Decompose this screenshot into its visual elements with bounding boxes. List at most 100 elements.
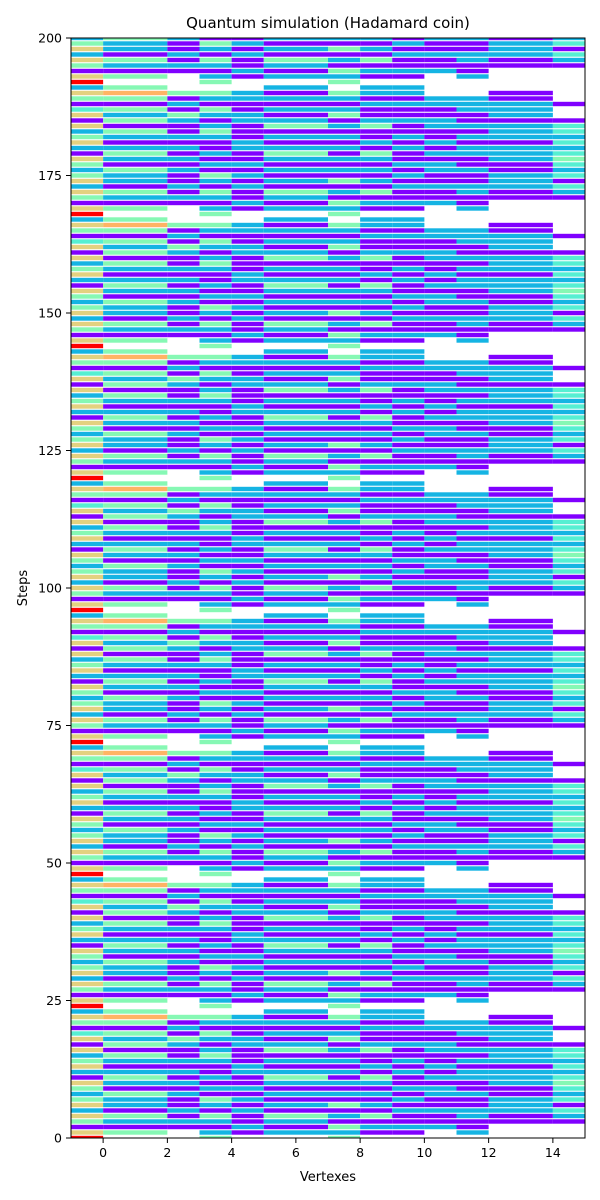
bar-segment	[328, 838, 361, 844]
bar-segment	[328, 701, 361, 706]
bar-segment	[488, 508, 553, 514]
bar-segment	[456, 1130, 489, 1135]
bar-segment	[263, 959, 328, 965]
bar-segment	[360, 486, 393, 492]
bar-segment	[71, 794, 104, 800]
bar-segment	[167, 893, 200, 899]
bar-segment	[263, 712, 328, 717]
bar-segment	[360, 151, 393, 156]
bar-segment	[392, 156, 425, 162]
bar-segment	[231, 728, 264, 734]
bar-segment	[392, 140, 425, 145]
bar-segment	[328, 959, 361, 965]
bar-segment	[71, 767, 104, 772]
bar-segment	[360, 525, 393, 530]
bar-segment	[328, 910, 361, 915]
bar-segment	[488, 41, 553, 46]
bar-segment	[424, 772, 457, 778]
bar-segment	[199, 107, 232, 112]
bar-segment	[456, 706, 489, 712]
bar-segment	[488, 1058, 553, 1064]
bar-segment	[103, 657, 168, 662]
bar-segment	[167, 1020, 200, 1025]
bar-segment	[103, 360, 168, 365]
bar-segment	[71, 459, 104, 464]
bar-segment	[424, 1053, 457, 1058]
bar-segment	[328, 585, 361, 591]
bar-segment	[392, 173, 425, 178]
bar-segment	[103, 459, 168, 464]
bar-segment	[488, 1119, 553, 1124]
bar-segment	[552, 1097, 585, 1102]
bar-segment	[231, 360, 264, 365]
bar-segment	[167, 844, 200, 849]
bar-segment	[263, 783, 328, 789]
bar-segment	[263, 910, 328, 915]
bar-segment	[71, 1042, 104, 1047]
bar-segment	[167, 959, 200, 965]
bar-segment	[167, 668, 200, 673]
bar-segment	[360, 717, 393, 723]
bar-segment	[199, 283, 232, 288]
bar-segment	[199, 233, 232, 239]
bar-segment	[263, 68, 328, 74]
bar-segment	[71, 805, 104, 811]
bar-segment	[199, 486, 232, 492]
bar-segment	[360, 1020, 393, 1025]
bar-segment	[263, 184, 328, 189]
bar-segment	[392, 591, 425, 596]
bar-segment	[456, 365, 489, 371]
bar-segment	[103, 107, 168, 112]
bar-segment	[199, 695, 232, 701]
bar-segment	[231, 57, 264, 63]
bar-segment	[328, 365, 361, 371]
bar-segment	[424, 492, 457, 497]
bar-segment	[231, 888, 264, 893]
bar-segment	[488, 827, 553, 833]
bar-segment	[71, 1020, 104, 1025]
bar-segment	[424, 1108, 457, 1113]
x-tick-label: 6	[292, 1145, 300, 1160]
bar-segment	[231, 310, 264, 316]
bar-segment	[167, 195, 200, 200]
bar-segment	[71, 360, 104, 365]
bar-segment	[263, 140, 328, 145]
bar-segment	[360, 860, 393, 866]
bar-segment	[552, 712, 585, 717]
bar-segment	[552, 580, 585, 585]
bar-segment	[456, 668, 489, 673]
bar-segment	[392, 547, 425, 552]
bar-segment	[231, 90, 264, 96]
bar-segment	[456, 563, 489, 569]
bar-segment	[392, 794, 425, 800]
bar-segment	[103, 1020, 168, 1025]
bar-segment	[231, 415, 264, 420]
bar-segment	[360, 811, 393, 816]
bar-segment	[103, 827, 168, 833]
bar-segment	[199, 1135, 232, 1138]
bar-segment	[392, 761, 425, 767]
bar-segment	[71, 129, 104, 134]
bar-segment	[424, 63, 457, 68]
bar-segment	[167, 1086, 200, 1091]
bar-segment	[424, 646, 457, 651]
bar-segment	[71, 574, 104, 580]
bar-segment	[456, 899, 489, 904]
bar-segment	[167, 173, 200, 178]
bar-segment	[488, 376, 553, 382]
bar-segment	[231, 332, 264, 338]
bar-segment	[71, 1036, 104, 1042]
bar-segment	[392, 596, 425, 602]
bar-segment	[456, 844, 489, 849]
bar-segment	[231, 255, 264, 261]
bar-segment	[456, 233, 489, 239]
bar-segment	[456, 453, 489, 459]
bar-segment	[552, 855, 585, 860]
bar-segment	[360, 371, 393, 376]
y-tick-label: 25	[46, 993, 62, 1008]
bar-segment	[231, 299, 264, 305]
bar-segment	[328, 987, 361, 992]
bar-segment	[392, 992, 425, 998]
bar-segment	[199, 382, 232, 387]
bar-segment	[456, 283, 489, 288]
